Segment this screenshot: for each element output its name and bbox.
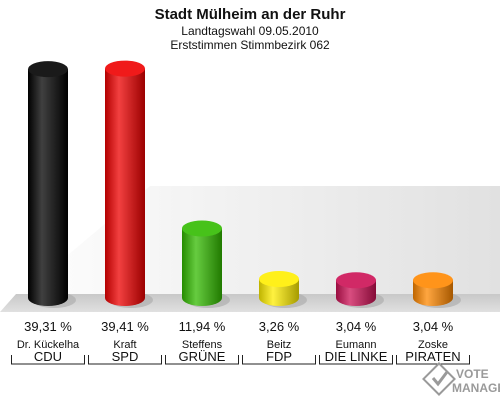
party-label: DIE LINKE <box>325 349 388 364</box>
candidate-label: Dr. Kückelha <box>17 339 80 351</box>
party-label: PIRATEN <box>405 349 460 364</box>
bar-piraten <box>413 272 461 308</box>
bar-top-cap <box>336 272 376 289</box>
bar-top-cap <box>182 220 222 237</box>
candidate-label: Zoske <box>418 339 448 351</box>
party-bracket <box>319 355 393 365</box>
party-bracket <box>165 355 239 365</box>
bar-body <box>182 228 222 306</box>
bar-top-cap <box>259 271 299 288</box>
candidate-label: Beitz <box>267 339 291 351</box>
chart-title: Stadt Mülheim an der Ruhr <box>155 6 346 23</box>
candidate-label: Steffens <box>182 339 223 351</box>
candidate-label: Kraft <box>113 339 136 351</box>
chart-subtitle-2: Erststimmen Stimmbezirk 062 <box>170 38 330 52</box>
logo-diamond-icon <box>422 362 456 396</box>
value-label: 39,31 % <box>24 319 72 334</box>
value-label: 39,41 % <box>101 319 149 334</box>
value-label: 11,94 % <box>179 319 226 334</box>
bar-top-cap <box>28 61 68 78</box>
vote-manager-logo: VOTE MANAGER <box>422 362 500 396</box>
value-label: 3,26 % <box>259 319 300 334</box>
bar-top-cap <box>413 272 453 289</box>
bar-fdp <box>259 271 307 308</box>
party-label: SPD <box>112 349 139 364</box>
chart-subtitle: Landtagswahl 09.05.2010 <box>181 24 319 38</box>
party-label: CDU <box>34 349 62 364</box>
bar-spd <box>105 60 153 308</box>
watermark-line2: MANAGER <box>452 381 500 395</box>
bar-die-linke <box>336 272 384 308</box>
bar-grüne <box>182 220 230 308</box>
value-label: 3,04 % <box>336 319 377 334</box>
party-label: GRÜNE <box>179 349 226 364</box>
party-bracket <box>11 355 85 365</box>
party-bracket <box>396 355 470 365</box>
bars-layer <box>28 60 461 308</box>
bar-body <box>28 69 68 306</box>
party-label: FDP <box>266 349 292 364</box>
bar-cdu <box>28 61 76 308</box>
logo-check-icon <box>431 371 449 387</box>
candidate-label: Eumann <box>336 339 377 351</box>
party-bracket <box>88 355 162 365</box>
value-label: 3,04 % <box>413 319 454 334</box>
party-bracket <box>242 355 316 365</box>
bar-body <box>105 68 145 306</box>
bar-top-cap <box>105 60 145 77</box>
watermark-line1: VOTE <box>456 367 489 381</box>
